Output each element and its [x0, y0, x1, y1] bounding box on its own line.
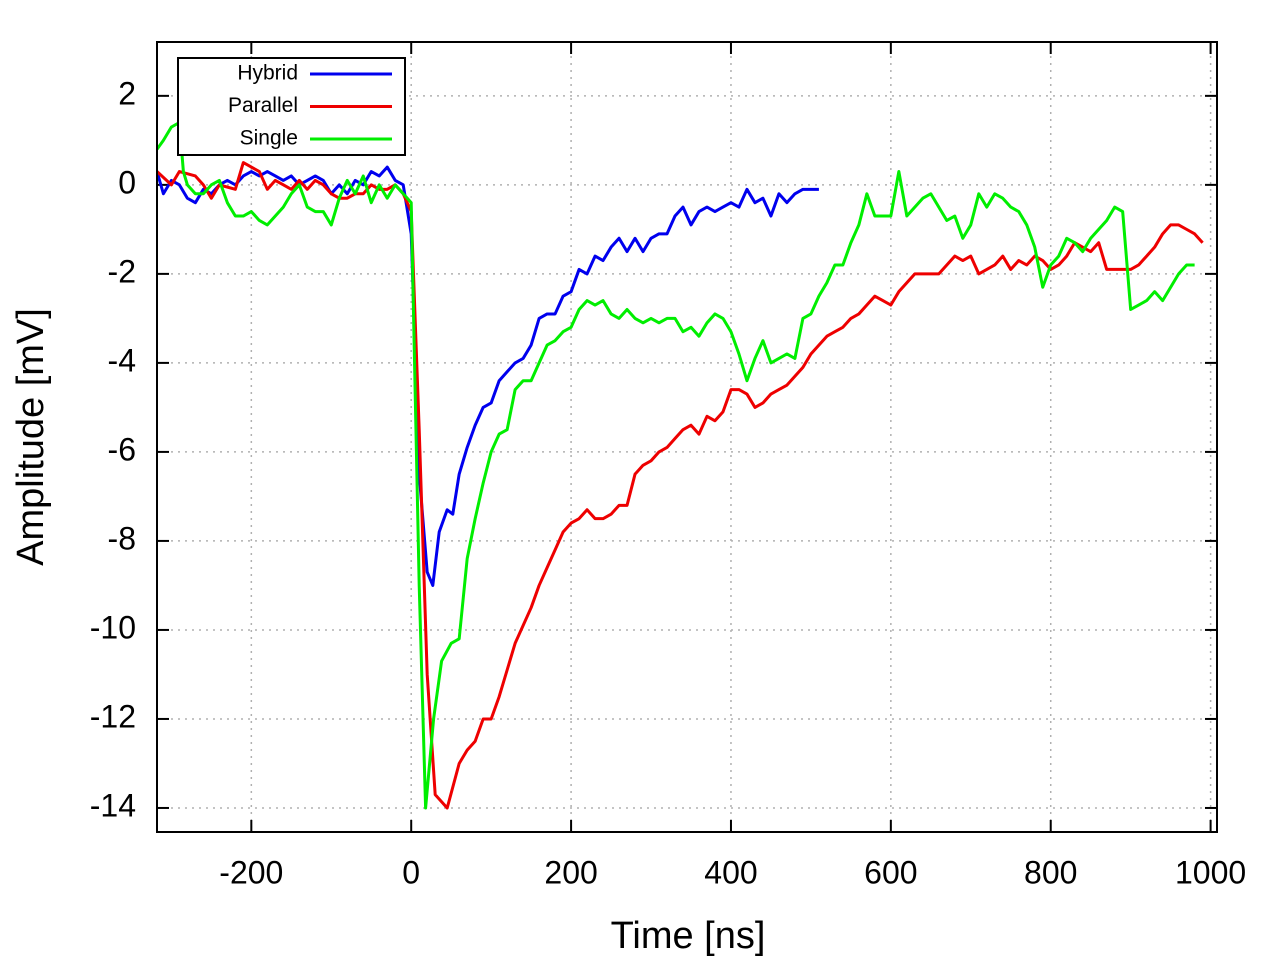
x-tick-label: 800 — [1024, 854, 1077, 890]
x-tick-label: 600 — [864, 854, 917, 890]
axes-frame — [156, 41, 1218, 833]
y-tick-label: -14 — [90, 787, 136, 823]
x-tick-label: 0 — [402, 854, 420, 890]
y-tick-label: -2 — [108, 253, 136, 289]
y-axis-label: Amplitude [mV] — [10, 308, 52, 566]
y-tick-label: -8 — [108, 520, 136, 556]
x-tick-label: -200 — [219, 854, 283, 890]
data-line — [157, 165, 819, 587]
legend-label: Hybrid — [237, 62, 298, 85]
data-line — [157, 121, 1195, 810]
x-tick-label: 1000 — [1175, 854, 1246, 890]
y-tick-label: -6 — [108, 431, 136, 467]
x-axis-label: Time [ns] — [611, 915, 766, 957]
x-tick-label: 400 — [704, 854, 757, 890]
y-tick-label: -10 — [90, 609, 136, 645]
legend-label: Parallel — [228, 94, 298, 117]
y-tick-label: -12 — [90, 698, 136, 734]
x-tick-label: 200 — [544, 854, 597, 890]
plot-area — [157, 121, 1204, 810]
data-line — [157, 161, 1204, 810]
y-tick-label: -4 — [108, 342, 136, 378]
legend-label: Single — [240, 127, 298, 150]
y-tick-label: 2 — [118, 75, 136, 111]
y-tick-label: 0 — [118, 164, 136, 200]
